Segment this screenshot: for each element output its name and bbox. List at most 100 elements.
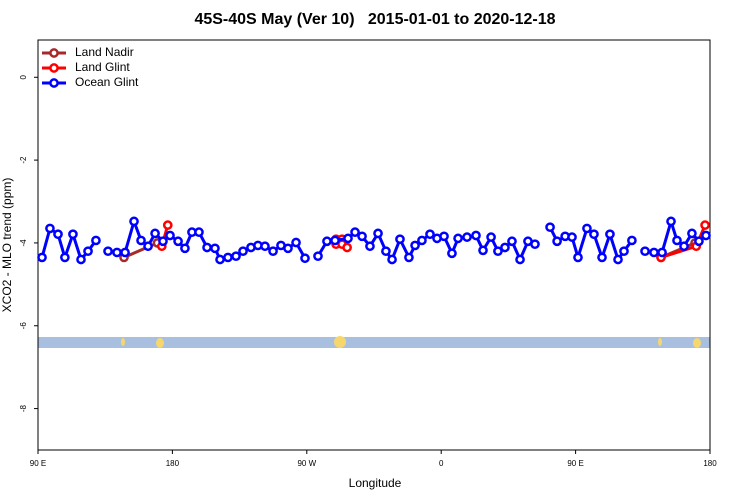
data-point: [530, 239, 540, 250]
data-point: [143, 241, 153, 252]
legend-marker: [49, 78, 59, 88]
data-point: [373, 228, 383, 239]
data-point: [545, 222, 555, 233]
data-point: [447, 248, 457, 259]
legend-label: Land Glint: [75, 60, 130, 74]
data-point: [180, 243, 190, 254]
data-point: [567, 232, 577, 242]
data-point: [694, 236, 704, 247]
data-point: [194, 227, 204, 238]
data-point: [120, 247, 130, 258]
data-point: [238, 246, 248, 257]
data-point: [589, 229, 599, 240]
data-point: [597, 252, 607, 263]
data-point: [68, 229, 78, 240]
data-point: [322, 236, 332, 247]
y-tick-label: -6: [19, 322, 28, 330]
y-tick-label: 0: [19, 74, 28, 79]
data-point: [649, 247, 659, 258]
data-point: [507, 236, 517, 247]
chart-title: 45S-40S May (Ver 10) 2015-01-01 to 2020-…: [194, 11, 555, 28]
data-point: [342, 242, 352, 253]
data-point: [478, 245, 488, 256]
data-point: [53, 229, 63, 240]
x-tick-label: 90 E: [567, 459, 583, 468]
data-point: [162, 220, 173, 230]
data-point: [291, 237, 301, 248]
x-tick-label: 180: [166, 459, 180, 468]
data-point: [404, 252, 414, 263]
legend-marker: [49, 48, 59, 58]
data-point: [701, 230, 711, 241]
data-point: [439, 231, 449, 242]
data-point: [552, 236, 562, 247]
data-point: [462, 232, 472, 242]
data-point: [202, 242, 212, 253]
data-point: [417, 235, 427, 246]
data-point: [613, 254, 623, 265]
data-point: [640, 246, 650, 257]
x-tick-label: 180: [703, 459, 717, 468]
data-point: [136, 235, 146, 246]
data-point: [687, 228, 697, 239]
y-tick-label: -8: [19, 404, 28, 412]
data-point: [486, 232, 496, 242]
data-point: [573, 252, 583, 263]
y-tick-label: -4: [19, 239, 28, 247]
data-point: [672, 235, 682, 246]
data-point: [37, 252, 47, 263]
x-tick-label: 90 E: [30, 459, 46, 468]
x-tick-label: 0: [439, 459, 444, 468]
data-point: [365, 241, 375, 252]
data-point: [76, 254, 86, 265]
data-point: [210, 243, 220, 254]
data-point: [103, 246, 113, 257]
data-point: [300, 253, 310, 264]
data-point: [223, 252, 233, 263]
data-point: [173, 236, 183, 247]
legend-label: Land Nadir: [75, 45, 134, 59]
x-tick-label: 90 W: [297, 459, 316, 468]
data-point: [165, 230, 175, 241]
data-point: [260, 241, 270, 252]
data-point: [605, 229, 615, 240]
data-point: [395, 234, 405, 245]
data-point: [60, 252, 70, 263]
x-axis-label: Longitude: [349, 476, 402, 490]
surface-strip: [38, 336, 710, 348]
data-point: [45, 223, 55, 234]
data-point: [350, 227, 360, 238]
data-point: [627, 235, 637, 246]
y-tick-label: -2: [19, 156, 28, 164]
data-point: [313, 251, 323, 262]
legend-marker: [49, 63, 59, 73]
data-point: [158, 236, 168, 247]
data-point: [493, 246, 503, 257]
data-point: [453, 233, 463, 244]
data-point: [268, 246, 278, 257]
data-point: [357, 231, 367, 242]
data-point: [410, 240, 420, 251]
data-point: [666, 216, 676, 227]
data-point: [471, 230, 481, 241]
legend-label: Ocean Glint: [75, 75, 139, 89]
data-point: [700, 220, 710, 230]
data-point: [150, 228, 160, 239]
plot-frame: [37, 39, 711, 451]
data-point: [582, 223, 592, 234]
data-point: [91, 235, 101, 246]
data-point: [515, 254, 525, 265]
data-point: [112, 247, 122, 258]
data-point: [425, 229, 435, 240]
data-point: [215, 254, 225, 265]
data-point: [231, 251, 241, 262]
data-point: [500, 242, 510, 253]
data-point: [343, 233, 353, 244]
data-point: [129, 216, 139, 227]
data-point: [330, 235, 340, 246]
data-point: [83, 246, 93, 257]
data-point: [679, 241, 689, 252]
data-point: [619, 246, 629, 257]
